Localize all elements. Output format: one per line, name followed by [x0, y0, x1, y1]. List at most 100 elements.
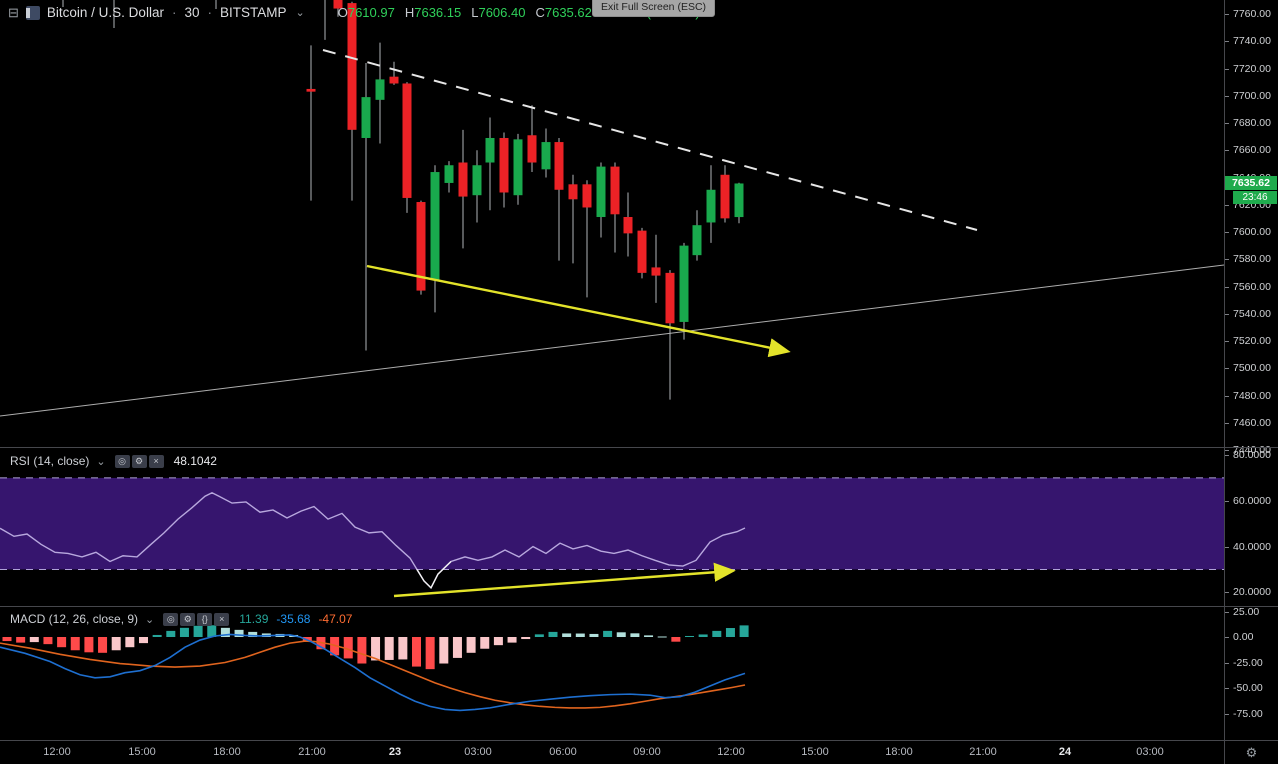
price-axis-label: 7520.00 [1225, 335, 1278, 347]
macd-histogram-bar [521, 637, 531, 640]
price-axis-label: 7680.00 [1225, 117, 1278, 129]
open-value: 7610.97 [347, 5, 395, 20]
price-axis-label: 7720.00 [1225, 63, 1278, 75]
chevron-down-icon[interactable]: ⌄ [295, 7, 305, 19]
current-price-tag: 7635.62 [1225, 176, 1277, 190]
settings-icon[interactable]: ⚙ [180, 612, 196, 626]
pane-separator-main-rsi[interactable] [0, 447, 1278, 448]
macd-controls: ◎ ⚙ {} × [163, 612, 230, 626]
candle [720, 174, 730, 219]
macd-histogram-bar [343, 637, 353, 659]
exchange-label[interactable]: BITSTAMP [219, 5, 287, 20]
macd-histogram-bar [234, 629, 244, 637]
price-axis-label: 7560.00 [1225, 281, 1278, 293]
rsi-axis-label: 40.0000 [1225, 541, 1278, 553]
macd-histogram-bar [57, 637, 67, 648]
candle [499, 137, 509, 193]
candle [692, 225, 702, 256]
settings-icon[interactable]: ⚙ [131, 454, 147, 468]
candle [485, 137, 495, 163]
rsi-divergence-arrow[interactable] [393, 562, 736, 598]
high-value: 7636.15 [414, 5, 462, 20]
candle [706, 189, 716, 223]
layout-icon[interactable]: ⊟ [8, 5, 19, 20]
macd-histogram-bar [179, 627, 189, 637]
close-icon[interactable]: × [148, 454, 164, 468]
candle [513, 139, 523, 196]
macd-histogram-bar [698, 634, 708, 637]
time-axis-label: 09:00 [633, 746, 661, 758]
time-axis-label: 21:00 [298, 746, 326, 758]
macd-histogram-bar [29, 637, 39, 643]
price-divergence-arrow[interactable] [366, 264, 791, 358]
macd-histogram-bar [193, 625, 203, 637]
price-axis-label: 7480.00 [1225, 390, 1278, 402]
separator-dot: · [171, 5, 177, 20]
hide-icon[interactable]: ◎ [114, 454, 130, 468]
time-axis-label: 15:00 [128, 746, 156, 758]
chevron-down-icon[interactable]: ⌄ [96, 455, 106, 468]
macd-histogram-bar [398, 637, 408, 660]
source-code-icon[interactable]: {} [197, 612, 213, 626]
time-axis-label: 18:00 [213, 746, 241, 758]
time-axis-label: 24 [1058, 746, 1072, 758]
macd-axis-label: -75.00 [1225, 708, 1278, 720]
time-axis[interactable]: 12:00 15:00 18:00 21:00 23 03:00 06:00 09:00 12:… [0, 741, 1224, 764]
macd-values: 11.39 -35.68 -47.07 [239, 612, 352, 626]
rsi-controls: ◎ ⚙ × [114, 454, 164, 468]
candle [637, 230, 647, 273]
candle [472, 165, 482, 196]
candle [430, 172, 440, 280]
gear-icon[interactable]: ⚙ [1245, 744, 1258, 760]
chart-svg [0, 0, 1224, 712]
separator-dot: · [207, 5, 212, 20]
axis-settings-corner[interactable]: ⚙ [1225, 741, 1278, 764]
macd-histogram-bar [739, 625, 749, 637]
rsi-axis-label: 60.0000 [1225, 495, 1278, 507]
price-axis-label: 7580.00 [1225, 253, 1278, 265]
exchange-logo-icon [25, 5, 40, 20]
macd-histogram-bar [152, 634, 162, 637]
chevron-down-icon[interactable]: ⌄ [145, 613, 155, 626]
macd-title[interactable]: MACD (12, 26, close, 9) [10, 612, 139, 626]
candle [623, 217, 633, 234]
price-axis-label: 7460.00 [1225, 417, 1278, 429]
macd-histogram-bar [725, 628, 735, 637]
time-axis-label: 03:00 [1136, 746, 1164, 758]
candle [651, 267, 661, 276]
macd-histogram-bar [207, 625, 217, 637]
time-axis-label: 03:00 [464, 746, 492, 758]
candle [402, 83, 412, 198]
ascending-solid-trendline[interactable] [0, 264, 1224, 417]
candle [568, 184, 578, 200]
candle [610, 166, 620, 215]
rsi-oversold-dip [416, 560, 452, 589]
chart-canvas[interactable] [0, 0, 1224, 741]
macd-histogram-value: 11.39 [239, 612, 269, 626]
macd-histogram-bar [98, 637, 108, 653]
macd-header: MACD (12, 26, close, 9) ⌄ ◎ ⚙ {} × 11.39… [10, 612, 352, 626]
candle [734, 183, 744, 218]
price-axis[interactable]: 7760.00 7740.00 7720.00 7700.00 7680.00 7660.… [1225, 0, 1278, 741]
macd-axis-label: -50.00 [1225, 682, 1278, 694]
interval-label[interactable]: 30 [184, 5, 200, 20]
exit-fullscreen-tooltip: Exit Full Screen (ESC) [592, 0, 716, 17]
rsi-title[interactable]: RSI (14, close) [10, 454, 90, 468]
price-axis-label: 7740.00 [1225, 35, 1278, 47]
macd-histogram-bar [425, 637, 435, 670]
close-label: C [535, 5, 545, 20]
hide-icon[interactable]: ◎ [163, 612, 179, 626]
macd-histogram-bar [712, 630, 722, 637]
candle [306, 88, 316, 92]
candle [361, 97, 371, 138]
symbol-name[interactable]: Bitcoin / U.S. Dollar [46, 5, 164, 20]
macd-histogram-bar [534, 634, 544, 637]
price-axis-label: 7700.00 [1225, 90, 1278, 102]
macd-histogram-bar [371, 637, 381, 661]
pane-separator-rsi-macd[interactable] [0, 606, 1278, 607]
macd-histogram-bar [562, 633, 572, 637]
macd-histogram-bar [644, 635, 654, 637]
close-icon[interactable]: × [214, 612, 230, 626]
macd-histogram-bar [248, 631, 258, 637]
